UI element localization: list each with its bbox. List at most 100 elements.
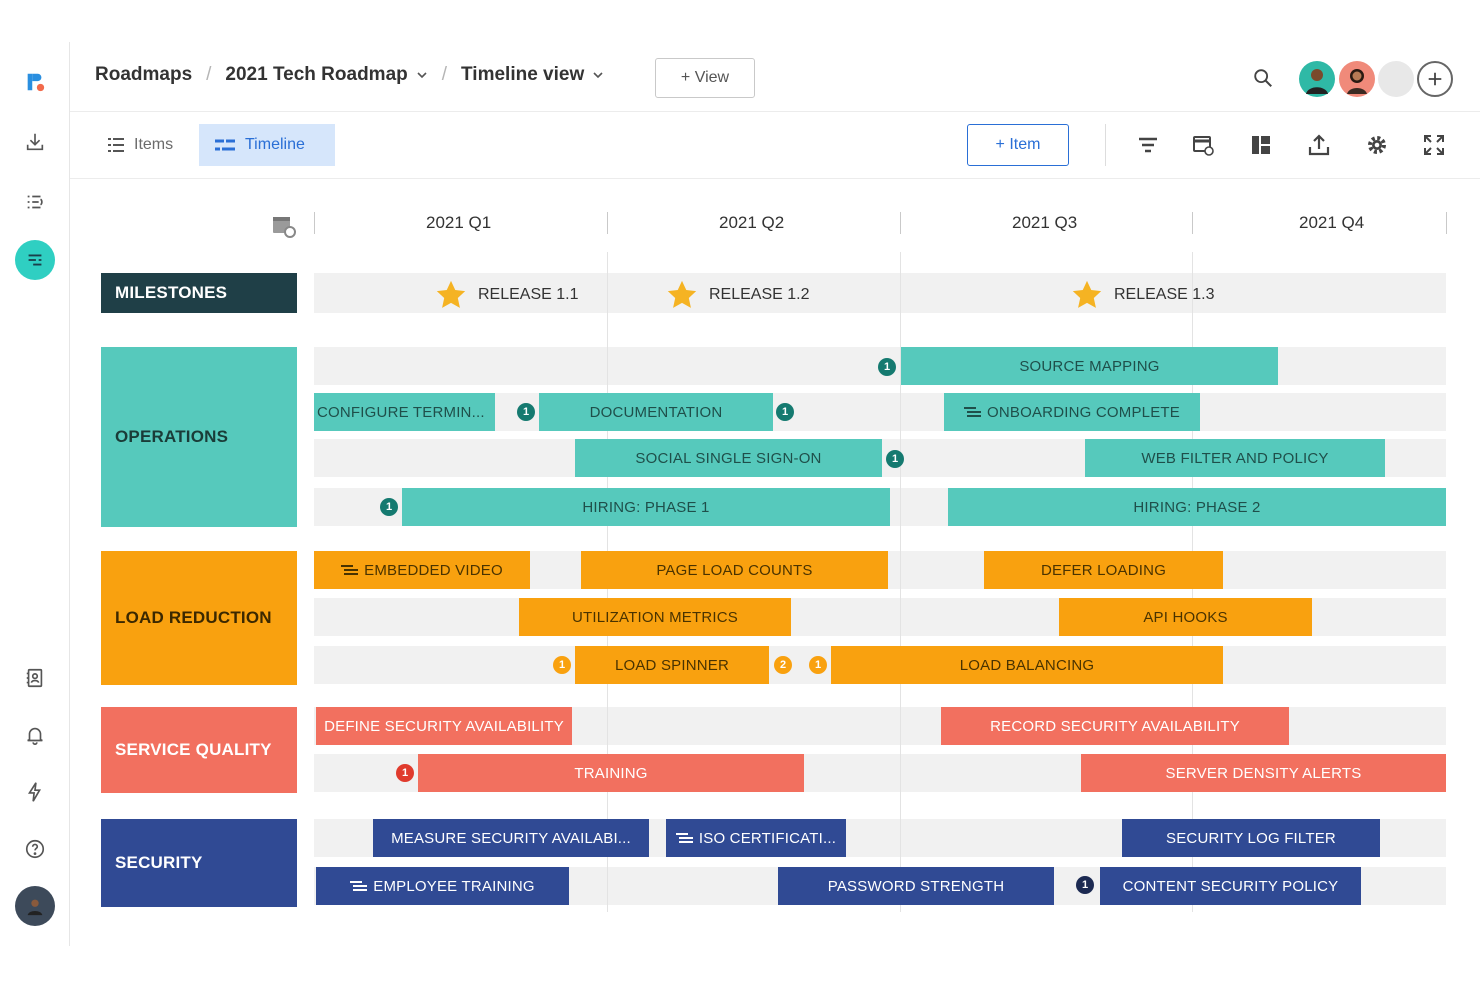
calendar-settings-icon[interactable]	[270, 212, 298, 240]
milestone[interactable]: RELEASE 1.2	[665, 278, 810, 312]
dependency-badge[interactable]: 1	[809, 656, 827, 674]
star-icon	[436, 280, 466, 308]
dependency-badge[interactable]: 1	[776, 403, 794, 421]
user-avatar[interactable]	[15, 886, 55, 926]
bar-record-security[interactable]: RECORD SECURITY AVAILABILITY	[941, 707, 1289, 745]
download-icon[interactable]	[15, 122, 55, 162]
breadcrumb-separator: /	[441, 64, 448, 85]
left-rail	[0, 42, 70, 946]
bar-load-balancing[interactable]: LOAD BALANCING	[831, 646, 1223, 684]
bar-define-security[interactable]: DEFINE SECURITY AVAILABILITY	[316, 707, 572, 745]
tab-timeline[interactable]: Timeline	[199, 124, 335, 166]
list-icon[interactable]	[15, 182, 55, 222]
dependency-badge[interactable]: 1	[553, 656, 571, 674]
collaborator-avatar-placeholder[interactable]	[1378, 61, 1414, 97]
help-icon[interactable]	[15, 829, 55, 869]
milestone-label: RELEASE 1.2	[709, 286, 810, 303]
collaborator-avatar[interactable]	[1339, 61, 1375, 97]
gear-icon[interactable]	[1365, 133, 1389, 157]
bar-security-log-filter[interactable]: SECURITY LOG FILTER	[1122, 819, 1380, 857]
doc-icon	[350, 880, 368, 891]
filter-icon[interactable]	[1136, 133, 1160, 157]
tab-items-label: Items	[134, 136, 174, 153]
dependency-badge[interactable]: 1	[380, 498, 398, 516]
group-security[interactable]: SECURITY	[101, 819, 297, 907]
bar-configure-terminal[interactable]: CONFIGURE TERMIN...	[314, 393, 495, 431]
bar-content-security-policy[interactable]: CONTENT SECURITY POLICY	[1100, 867, 1361, 905]
chevron-down-icon[interactable]	[592, 69, 604, 81]
add-view-button[interactable]: + View	[655, 58, 755, 98]
lane-row	[314, 273, 1446, 313]
page-bottom	[0, 946, 1480, 987]
lane-row	[314, 393, 1446, 431]
logo-icon[interactable]	[15, 62, 55, 102]
timeline-canvas: 2021 Q1 2021 Q2 2021 Q3 2021 Q4 MILESTON…	[70, 180, 1480, 946]
milestone[interactable]: RELEASE 1.1	[434, 278, 579, 312]
bar-iso-certification[interactable]: ISO CERTIFICATI...	[666, 819, 846, 857]
dependency-badge[interactable]: 1	[517, 403, 535, 421]
gridline	[900, 252, 901, 912]
doc-icon	[964, 406, 981, 417]
bar-social-sso[interactable]: SOCIAL SINGLE SIGN-ON	[575, 439, 882, 477]
bar-server-density[interactable]: SERVER DENSITY ALERTS	[1081, 754, 1446, 792]
quarter-divider	[314, 212, 315, 234]
bar-password-strength[interactable]: PASSWORD STRENGTH	[778, 867, 1054, 905]
view-toolbar: Items Timeline + Item	[70, 112, 1480, 179]
group-service-quality[interactable]: SERVICE QUALITY	[101, 707, 297, 793]
milestone-label: RELEASE 1.1	[478, 286, 579, 303]
chevron-down-icon[interactable]	[416, 69, 428, 81]
dependency-badge[interactable]: 1	[1076, 876, 1094, 894]
group-load-reduction[interactable]: LOAD REDUCTION	[101, 551, 297, 685]
bar-embedded-video[interactable]: EMBEDDED VIDEO	[314, 551, 530, 589]
search-icon[interactable]	[1252, 67, 1274, 89]
milestone-label: RELEASE 1.3	[1114, 286, 1215, 303]
bar-onboarding-complete[interactable]: ONBOARDING COMPLETE	[944, 393, 1200, 431]
dependency-badge[interactable]: 1	[396, 764, 414, 782]
top-header: Roadmaps / 2021 Tech Roadmap / Timeline …	[70, 42, 1480, 112]
group-milestones[interactable]: MILESTONES	[101, 273, 297, 313]
bar-measure-security[interactable]: MEASURE SECURITY AVAILABI...	[373, 819, 649, 857]
quarter-divider	[1446, 212, 1447, 234]
group-operations[interactable]: OPERATIONS	[101, 347, 297, 527]
breadcrumb-roadmap[interactable]: 2021 Tech Roadmap	[225, 64, 408, 85]
dependency-badge[interactable]: 1	[886, 450, 904, 468]
quarter-label: 2021 Q1	[426, 213, 492, 232]
timeline-icon	[215, 139, 235, 151]
breadcrumb-roadmaps[interactable]: Roadmaps	[95, 64, 193, 85]
expand-icon[interactable]	[1422, 133, 1446, 157]
card-settings-icon[interactable]	[1191, 133, 1215, 157]
bolt-icon[interactable]	[15, 772, 55, 812]
bell-icon[interactable]	[15, 715, 55, 755]
bar-load-spinner[interactable]: LOAD SPINNER	[575, 646, 769, 684]
dependency-badge[interactable]: 1	[878, 358, 896, 376]
plus-circle-icon[interactable]	[1417, 61, 1453, 97]
export-icon[interactable]	[1307, 133, 1331, 157]
layout-icon[interactable]	[1249, 133, 1273, 157]
bar-documentation[interactable]: DOCUMENTATION	[539, 393, 773, 431]
breadcrumb-view[interactable]: Timeline view	[461, 64, 585, 85]
bar-defer-loading[interactable]: DEFER LOADING	[984, 551, 1223, 589]
bar-utilization-metrics[interactable]: UTILIZATION METRICS	[519, 598, 791, 636]
bar-label: ISO CERTIFICATI...	[698, 829, 837, 847]
bar-hiring-phase-2[interactable]: HIRING: PHASE 2	[948, 488, 1446, 526]
bar-api-hooks[interactable]: API HOOKS	[1059, 598, 1312, 636]
collaborator-avatar[interactable]	[1299, 61, 1335, 97]
bar-label: ONBOARDING COMPLETE	[987, 403, 1180, 421]
bar-hiring-phase-1[interactable]: HIRING: PHASE 1	[402, 488, 890, 526]
tab-items[interactable]: Items	[92, 124, 189, 166]
tab-timeline-label: Timeline	[245, 136, 305, 153]
bar-training[interactable]: TRAINING	[418, 754, 804, 792]
dependency-badge[interactable]: 2	[774, 656, 792, 674]
quarter-label: 2021 Q4	[1299, 213, 1365, 232]
bar-web-filter[interactable]: WEB FILTER AND POLICY	[1085, 439, 1385, 477]
timeline-icon[interactable]	[15, 240, 55, 280]
bar-employee-training[interactable]: EMPLOYEE TRAINING	[316, 867, 569, 905]
bar-page-load-counts[interactable]: PAGE LOAD COUNTS	[581, 551, 888, 589]
add-item-button[interactable]: + Item	[967, 124, 1069, 166]
milestone[interactable]: RELEASE 1.3	[1070, 278, 1215, 312]
quarter-divider	[607, 212, 608, 234]
bar-source-mapping[interactable]: SOURCE MAPPING	[901, 347, 1278, 385]
contacts-icon[interactable]	[15, 658, 55, 698]
quarter-divider	[900, 212, 901, 234]
